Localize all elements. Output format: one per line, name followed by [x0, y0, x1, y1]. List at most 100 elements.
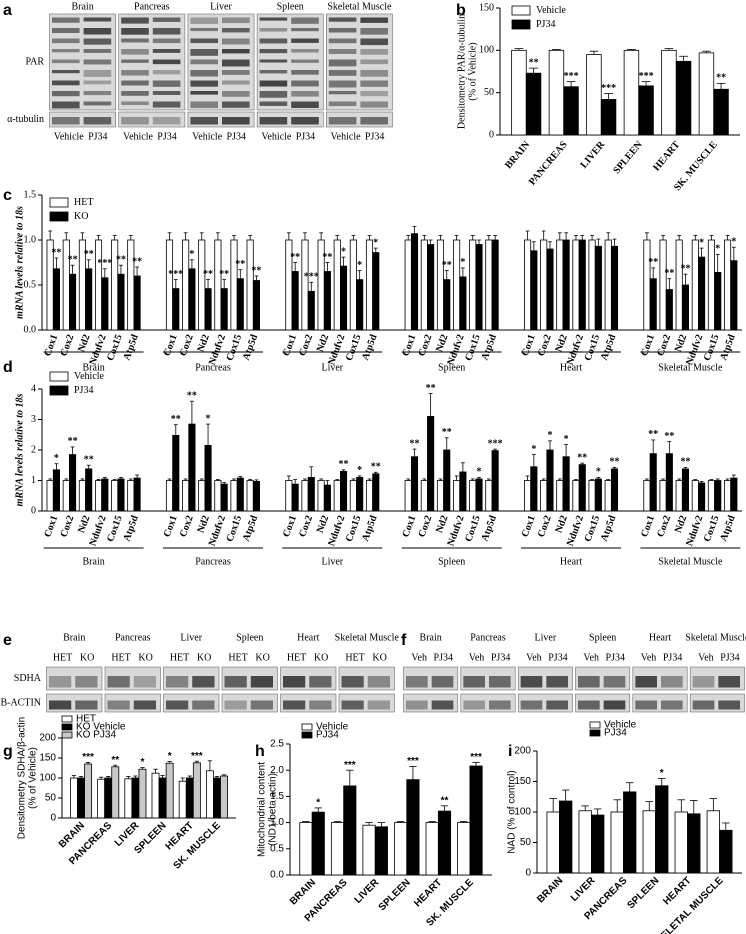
blot-band: [83, 70, 112, 77]
blot-header: Liver: [535, 632, 557, 643]
legend-label: Vehicle: [536, 5, 567, 16]
blot-band: [133, 700, 156, 710]
blot-header: Brain: [71, 1, 93, 12]
blot-band: [328, 80, 357, 88]
bar: [665, 453, 673, 512]
bar: [78, 480, 86, 512]
blot-band: [152, 59, 181, 65]
blot-band: [635, 700, 657, 710]
y-tick-label: 1.5: [270, 791, 284, 802]
bar: [425, 822, 439, 876]
bar: [674, 811, 688, 874]
y-axis-label: NAD (% of control): [507, 770, 518, 853]
bar: [485, 239, 493, 331]
blot-band: [152, 28, 181, 35]
blot-band: [259, 17, 288, 21]
bar: [572, 480, 580, 512]
significance-label: **: [716, 73, 726, 84]
lane-label: HET: [170, 652, 189, 663]
legend-swatch: [49, 385, 69, 396]
lane-label: Vehicle: [123, 131, 154, 142]
lane-label: PJ34: [296, 131, 315, 142]
bar: [299, 822, 313, 876]
blot-band: [192, 700, 215, 710]
y-tick-label: 0: [50, 813, 56, 824]
bar: [453, 239, 461, 331]
significance-label: *: [189, 249, 194, 260]
bar: [178, 780, 187, 819]
x-tick-label: Nd2: [195, 514, 211, 534]
bar: [511, 49, 527, 136]
legend-label: HET: [76, 714, 96, 725]
significance-label: ***: [601, 83, 616, 94]
bar: [643, 480, 651, 512]
legend-swatch: [49, 371, 69, 382]
bar: [691, 480, 699, 512]
bar: [307, 477, 315, 512]
lane-label: KO: [197, 652, 211, 663]
bar: [586, 54, 602, 136]
blot-band: [152, 38, 181, 44]
blot-band: [360, 91, 388, 97]
bar: [659, 239, 667, 331]
blot-band: [291, 101, 319, 109]
bar: [330, 822, 345, 876]
y-tick-label: 0.5: [24, 279, 37, 290]
bar: [453, 480, 461, 512]
y-axis-label: Densitometry PAR/α-tubulin: [456, 14, 467, 129]
x-tick-label: Cox2: [655, 514, 673, 539]
significance-label: *: [316, 798, 320, 809]
x-tick-label: Nd2: [554, 514, 570, 534]
blot-header: Skeletal Muscle: [335, 632, 400, 643]
blot-band: [222, 101, 250, 108]
bar: [236, 477, 244, 512]
bar: [356, 279, 364, 331]
bar: [62, 480, 70, 512]
blot-band: [121, 70, 149, 76]
panel-letter: c: [3, 187, 12, 204]
bar: [459, 471, 467, 512]
significance-label: **: [442, 427, 452, 438]
blot-band: [83, 17, 112, 22]
legend-label: KO Vehicle: [76, 722, 126, 733]
blot-band: [291, 91, 319, 97]
bar: [604, 239, 612, 331]
blot-band: [291, 80, 319, 87]
blot-band: [520, 676, 543, 688]
bar: [610, 811, 624, 874]
blot-band: [489, 676, 511, 688]
bar: [69, 454, 77, 512]
significance-label: **: [111, 755, 119, 766]
row-label: PAR: [25, 56, 44, 67]
blot-band: [328, 17, 357, 22]
significance-label: ***: [407, 756, 419, 767]
legend-swatch: [61, 731, 73, 739]
bar: [246, 239, 254, 331]
bar: [404, 239, 412, 331]
bar: [443, 279, 451, 331]
bar: [165, 239, 174, 331]
bar: [730, 477, 738, 512]
y-tick-label: 0.0: [270, 870, 284, 881]
blot-band: [121, 38, 149, 43]
y-tick-label: 3: [31, 414, 36, 425]
row-label: B-ACTIN: [0, 697, 41, 708]
bar: [111, 766, 120, 819]
legend-label: Vehicle: [316, 722, 349, 733]
bar: [707, 239, 715, 331]
bar: [649, 453, 657, 512]
significance-label: ***: [97, 258, 112, 269]
bar: [85, 468, 93, 512]
blot-header: Brain: [63, 632, 85, 643]
x-tick-label: SPLEEN: [611, 139, 645, 176]
significance-label: ***: [564, 71, 579, 82]
x-tick-label: Nd2: [673, 514, 689, 534]
bar: [475, 244, 483, 331]
legend-swatch: [589, 721, 601, 729]
panel-letter: g: [3, 743, 13, 760]
bar: [594, 478, 602, 512]
y-axis-label: (ND1/beta actin): [268, 773, 279, 846]
bar: [182, 239, 190, 331]
significance-label: *: [564, 434, 569, 445]
